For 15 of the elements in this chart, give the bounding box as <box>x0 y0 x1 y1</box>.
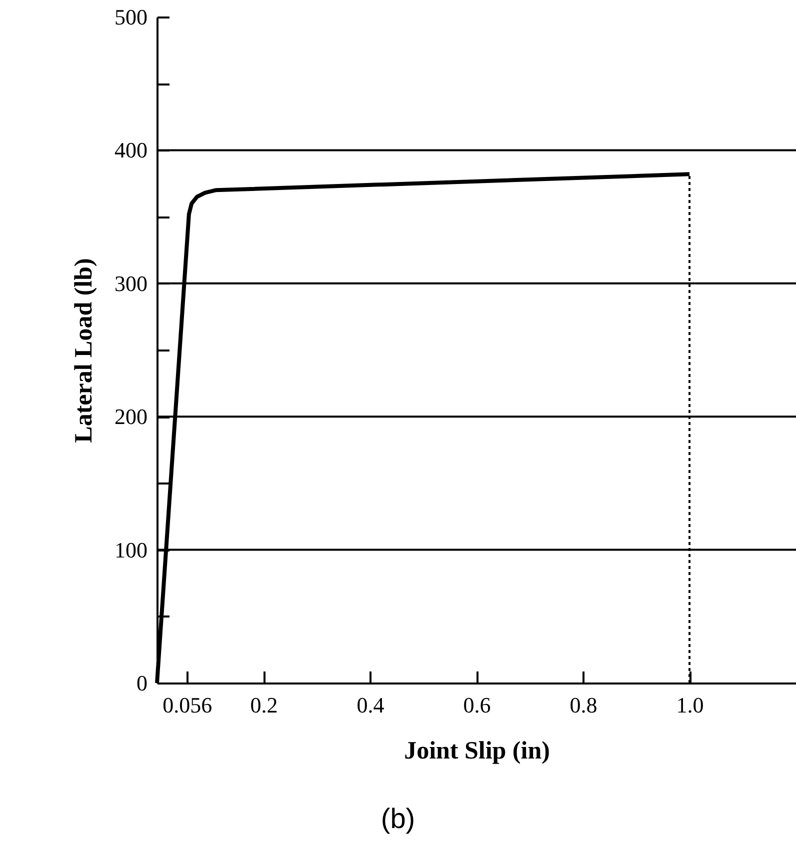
y-tick-label: 500 <box>114 4 148 30</box>
x-tick-label: 0.6 <box>463 692 491 718</box>
x-tick-label: 0.2 <box>250 692 278 718</box>
x-tick-label: 1.0 <box>676 692 704 718</box>
x-tick-label: 0.8 <box>570 692 598 718</box>
y-tick-label: 200 <box>114 404 148 430</box>
x-tick-label: 0.056 <box>162 692 212 718</box>
y-tick-label: 400 <box>114 138 148 163</box>
y-tick-label: 300 <box>114 270 148 296</box>
y-tick-label: 100 <box>114 537 148 562</box>
x-tick-label: 0.4 <box>356 692 384 718</box>
x-axis-title: Joint Slip (in) <box>404 738 550 764</box>
text: (b) <box>380 803 416 835</box>
y-axis-title: Lateral Load (lb) <box>70 258 98 443</box>
y-tick-label: 0 <box>136 670 148 696</box>
